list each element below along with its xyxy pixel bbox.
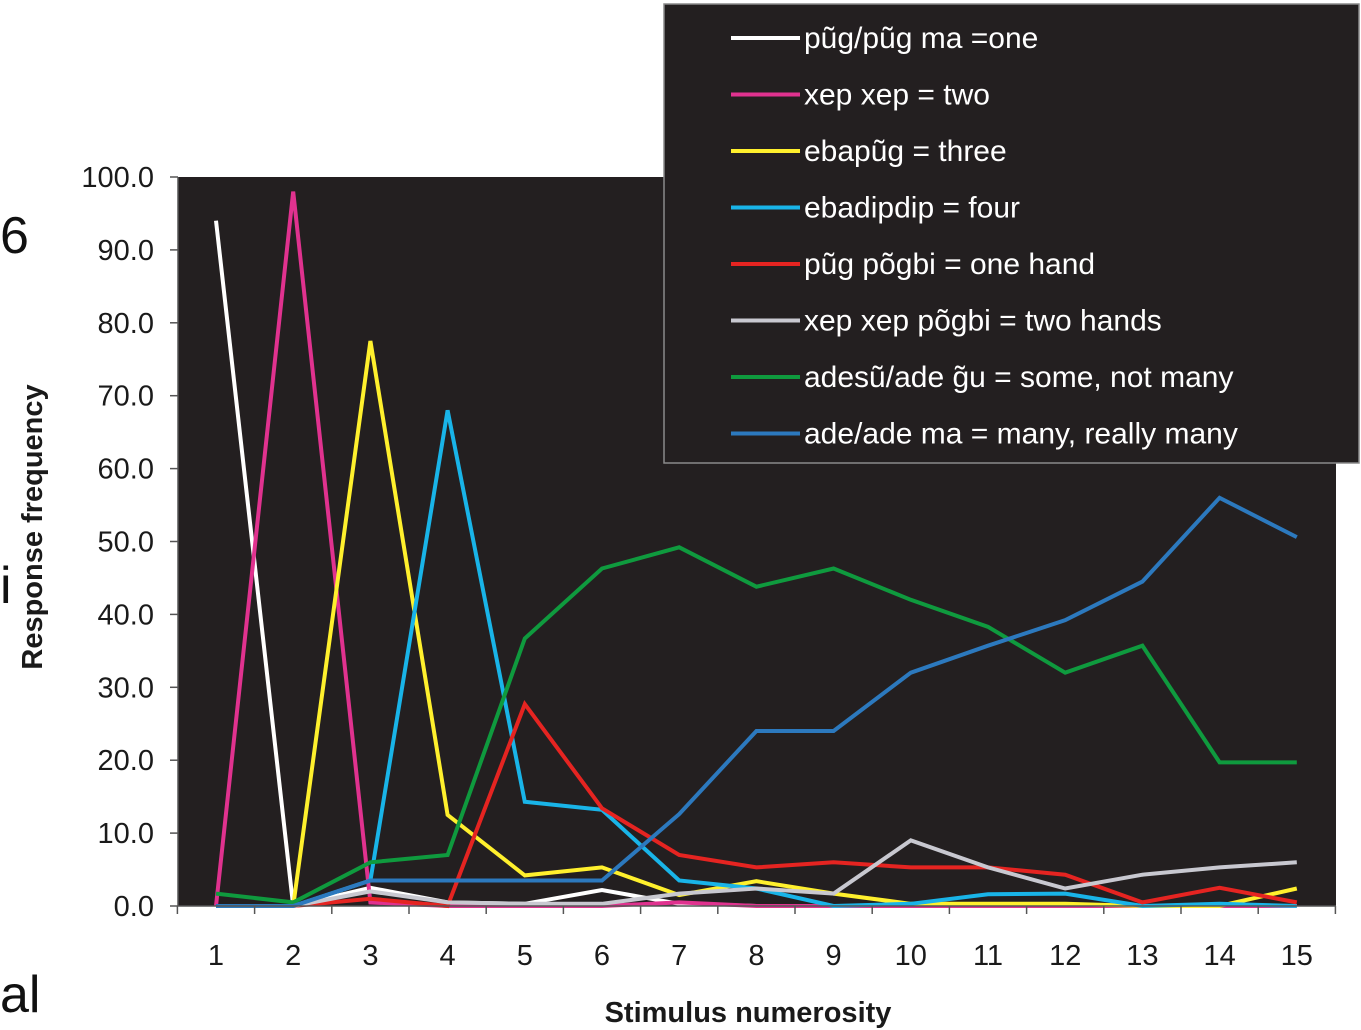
legend-label-4: ebadipdip = four bbox=[804, 192, 1020, 225]
series-line-5 bbox=[216, 699, 1298, 909]
side-fragment-2: i bbox=[0, 557, 12, 615]
y-tick-label: 100.0 bbox=[81, 162, 154, 194]
legend-label-1: pũg/pũg ma =one bbox=[804, 22, 1038, 55]
legend-label-6: xep xep põgbi = two hands bbox=[804, 305, 1162, 338]
legend-label-3: ebapũg = three bbox=[804, 135, 1007, 168]
x-tick-label: 10 bbox=[895, 940, 927, 972]
y-tick-label: 90.0 bbox=[98, 235, 154, 267]
y-tick-label: 40.0 bbox=[98, 599, 154, 631]
legend-label-8: ade/ade ma = many, really many bbox=[804, 418, 1238, 451]
y-tick-label: 60.0 bbox=[98, 454, 154, 486]
series-line-8 bbox=[216, 495, 1298, 908]
legend-box bbox=[663, 3, 1360, 464]
legend-label-7: adesũ/ade g̃u = some, not many bbox=[804, 361, 1233, 394]
x-tick-label: 8 bbox=[748, 940, 764, 972]
series-line-6 bbox=[216, 838, 1297, 908]
x-tick-label: 1 bbox=[208, 940, 224, 972]
x-tick-label: 7 bbox=[671, 940, 687, 972]
x-axis-title: Stimulus numerosity bbox=[605, 997, 892, 1029]
y-tick-label: 30.0 bbox=[98, 672, 154, 704]
x-tick-label: 4 bbox=[440, 940, 456, 972]
side-fragment-3: al bbox=[0, 966, 40, 1024]
x-tick-label: 15 bbox=[1281, 940, 1313, 972]
x-tick-label: 11 bbox=[973, 940, 1003, 972]
side-fragment-1: 6 bbox=[0, 207, 29, 265]
legend-label-2: xep xep = two bbox=[804, 79, 990, 112]
legend: pũg/pũg ma =one xep xep = two ebapũg = thr… bbox=[663, 3, 1360, 464]
legend-label-5: pũg põgbi = one hand bbox=[804, 248, 1095, 281]
x-tick-label: 14 bbox=[1203, 940, 1235, 972]
y-axis-ticks: 0.0 10.0 20.0 30.0 40.0 50.0 60.0 70.0 80.0 90.0 1… bbox=[81, 162, 178, 923]
y-tick-label: 80.0 bbox=[98, 308, 154, 340]
y-tick-label: 70.0 bbox=[98, 381, 154, 413]
y-tick-label: 0.0 bbox=[114, 891, 154, 923]
x-tick-label: 3 bbox=[362, 940, 378, 972]
y-axis-title: Response frequency bbox=[17, 384, 49, 669]
y-tick-label: 50.0 bbox=[98, 527, 154, 559]
y-tick-label: 10.0 bbox=[98, 818, 154, 850]
x-tick-label: 6 bbox=[594, 940, 610, 972]
x-tick-label: 13 bbox=[1126, 940, 1158, 972]
series-line-7 bbox=[215, 545, 1297, 905]
x-tick-label: 5 bbox=[517, 940, 533, 972]
x-tick-label: 12 bbox=[1049, 940, 1081, 972]
x-tick-label: 2 bbox=[285, 940, 301, 972]
y-tick-label: 20.0 bbox=[98, 745, 154, 777]
x-tick-label: 9 bbox=[826, 940, 842, 972]
x-axis-ticks: 1 2 3 4 5 6 7 8 9 10 11 12 13 14 15 bbox=[176, 906, 1337, 972]
